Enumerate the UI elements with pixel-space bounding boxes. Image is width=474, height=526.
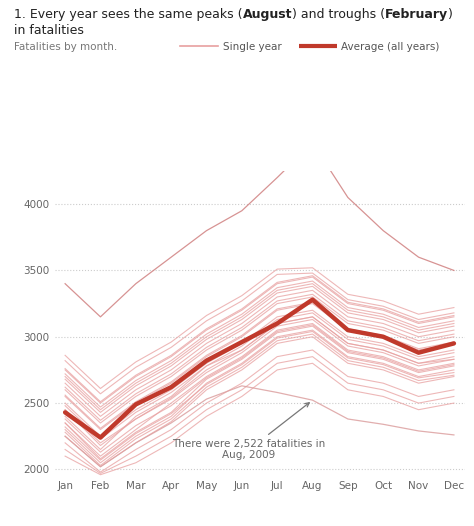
Text: 1. Every year sees the same peaks (: 1. Every year sees the same peaks (	[14, 8, 243, 21]
Text: There were 2,522 fatalities in
Aug, 2009: There were 2,522 fatalities in Aug, 2009	[172, 403, 326, 460]
Text: ): )	[448, 8, 453, 21]
Text: ) and troughs (: ) and troughs (	[292, 8, 385, 21]
Text: Single year: Single year	[223, 42, 282, 52]
Text: February: February	[385, 8, 448, 21]
Text: August: August	[243, 8, 292, 21]
Text: Average (all years): Average (all years)	[341, 42, 440, 52]
Text: in fatalities: in fatalities	[14, 24, 84, 37]
Text: Fatalities by month.: Fatalities by month.	[14, 42, 118, 52]
Text: There were 4,461
fatalities in Aug, 1980: There were 4,461 fatalities in Aug, 1980	[0, 525, 1, 526]
